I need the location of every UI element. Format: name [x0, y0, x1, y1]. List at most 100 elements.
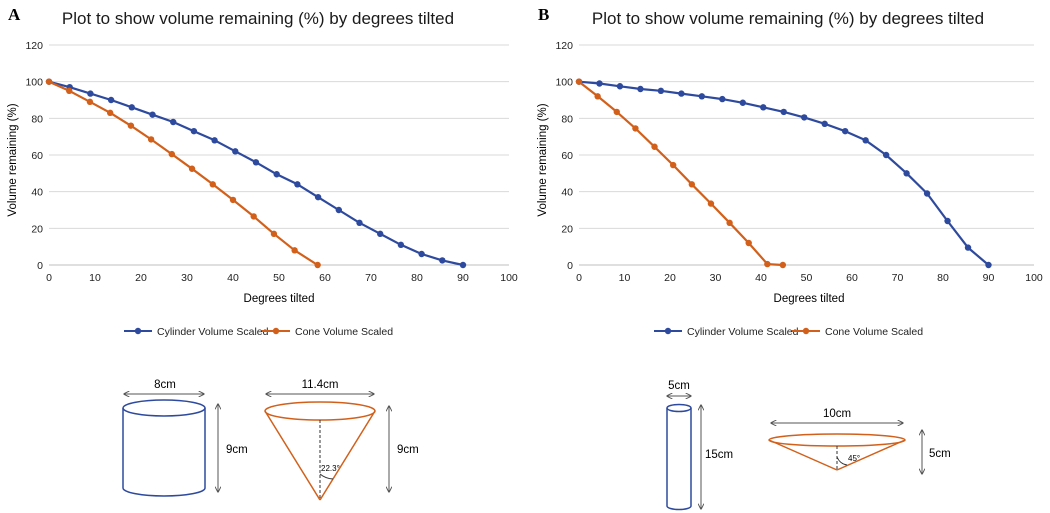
x-tick-label: 40 [755, 272, 767, 284]
point-cylinder [637, 85, 644, 93]
legend-cylinder-marker [134, 327, 142, 335]
x-tick-label: 80 [411, 272, 423, 284]
point-cylinder [923, 190, 931, 197]
legend-cylinder-label: Cylinder Volume Scaled [687, 326, 799, 338]
point-cylinder [335, 206, 342, 214]
point-cylinder [356, 219, 363, 227]
y-tick-label: 100 [25, 77, 43, 89]
point-cylinder [273, 171, 280, 178]
x-tick-label: 0 [576, 272, 582, 284]
point-cylinder [698, 93, 706, 100]
point-cylinder [294, 181, 301, 188]
point-cone [270, 230, 278, 238]
point-cone [314, 261, 321, 269]
point-cylinder [107, 96, 115, 104]
point-cone [764, 260, 771, 268]
y-tick-label: 40 [31, 187, 43, 199]
point-cylinder [252, 159, 260, 166]
point-cylinder [985, 261, 992, 269]
y-tick-label: 0 [37, 260, 43, 272]
y-tick-label: 60 [561, 150, 573, 162]
panel-a-cone-dimensions [266, 394, 389, 492]
point-cylinder [397, 241, 405, 249]
panel-a-chart: 0 20 40 60 80 100 120 0 10 20 30 40 50 60 70 80 90 100 [25, 40, 517, 284]
x-tick-label: 60 [846, 272, 858, 284]
x-tick-label: 20 [135, 272, 147, 284]
legend-cone-label: Cone Volume Scaled [295, 326, 393, 338]
panel-a-cylinder-diagram [122, 399, 206, 497]
point-cone [147, 136, 155, 143]
point-cone [632, 125, 639, 132]
panel-a-cone-diagram [264, 401, 376, 501]
point-cylinder [377, 230, 384, 238]
panel-a-cylinder-diameter: 8cm [154, 379, 176, 391]
x-tick-label: 70 [365, 272, 377, 284]
point-cone [669, 161, 677, 169]
point-cone [707, 200, 715, 207]
point-cylinder [211, 137, 218, 144]
point-cylinder [149, 111, 156, 118]
point-cone [250, 213, 257, 220]
point-cylinder [439, 257, 446, 264]
point-cylinder [841, 127, 849, 135]
point-cylinder [657, 87, 665, 95]
point-cylinder [760, 104, 767, 111]
legend-cylinder-label: Cylinder Volume Scaled [157, 326, 269, 338]
panel-b-legend: Cylinder Volume Scaled Cone Volume Scale… [654, 326, 923, 338]
point-cylinder [459, 261, 467, 269]
panel-b-cylinder-diagram [666, 403, 692, 511]
point-cylinder [190, 127, 198, 135]
point-cone [188, 165, 196, 172]
point-cylinder [780, 108, 787, 116]
panel-a-cone-axis [319, 420, 334, 500]
point-cylinder [903, 170, 910, 177]
panel-a-legend: Cylinder Volume Scaled Cone Volume Scale… [124, 326, 393, 338]
panel-b-cone-height: 5cm [929, 448, 951, 460]
x-tick-label: 30 [710, 272, 722, 284]
panel-a-letter: A [8, 5, 21, 24]
point-cone [726, 219, 733, 227]
point-cone [575, 78, 583, 85]
legend-cone-marker [272, 327, 280, 335]
panel-a-title: Plot to show volume remaining (%) by deg… [62, 9, 454, 28]
y-tick-label: 120 [25, 40, 43, 52]
x-tick-label: 80 [937, 272, 949, 284]
point-cylinder [87, 90, 94, 97]
point-cylinder [801, 114, 808, 121]
panel-b-cone-angle: 45° [848, 454, 860, 463]
point-cone [779, 261, 787, 269]
y-tick-label: 80 [561, 113, 573, 125]
x-tick-label: 30 [181, 272, 193, 284]
point-cylinder [719, 95, 726, 103]
point-cone [45, 78, 53, 85]
point-cone [86, 98, 94, 106]
point-cone [106, 109, 114, 117]
legend-cone-marker [802, 327, 810, 335]
point-cone [291, 247, 298, 254]
point-cylinder [944, 217, 951, 225]
point-cylinder [862, 137, 869, 144]
legend-cone-label: Cone Volume Scaled [825, 326, 923, 338]
panel-b-letter: B [538, 5, 549, 24]
point-cone [127, 122, 135, 129]
x-tick-label: 50 [801, 272, 813, 284]
x-tick-label: 10 [619, 272, 631, 284]
x-tick-label: 100 [1025, 272, 1043, 284]
point-cylinder [232, 148, 239, 155]
point-cone [745, 239, 752, 247]
y-tick-label: 100 [555, 77, 573, 89]
point-cone [613, 108, 620, 116]
panel-a-cylinder-height: 9cm [226, 444, 248, 456]
point-cone [651, 143, 658, 150]
panel-b-cone-dimensions [771, 423, 922, 474]
x-tick-label: 0 [46, 272, 52, 284]
panel-b-cone-diameter: 10cm [823, 408, 851, 420]
x-tick-label: 40 [227, 272, 239, 284]
x-tick-label: 20 [664, 272, 676, 284]
point-cone [688, 181, 696, 188]
x-tick-label: 90 [457, 272, 469, 284]
panel-a-cone-angle: 22.3° [321, 464, 340, 473]
point-cylinder [128, 104, 135, 111]
point-cone [594, 93, 601, 100]
panel-a-xlabel: Degrees tilted [244, 293, 315, 305]
